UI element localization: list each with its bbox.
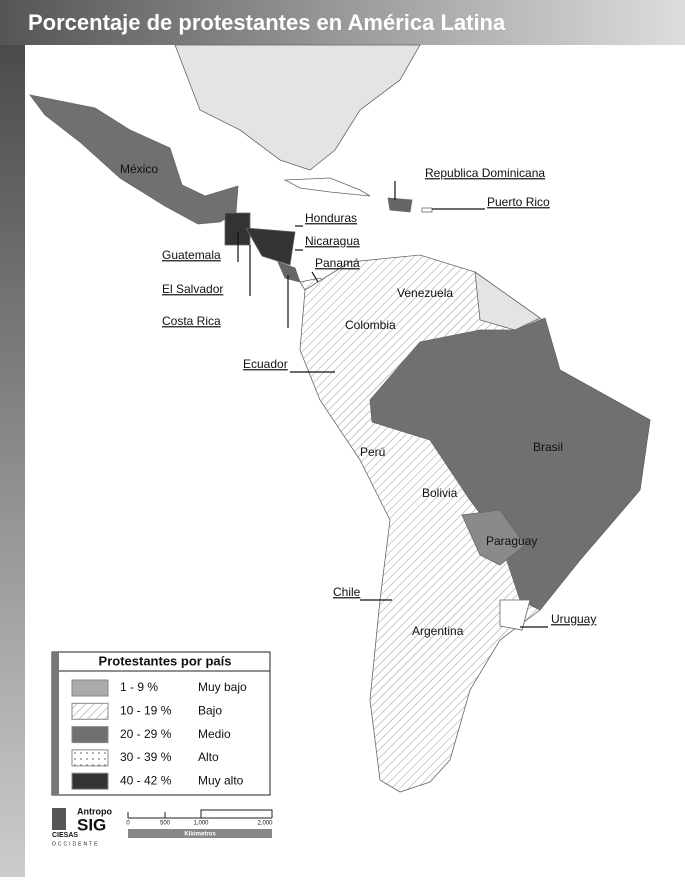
legend-strip bbox=[52, 652, 59, 795]
legend-level: Bajo bbox=[198, 703, 222, 717]
title-bar bbox=[0, 0, 685, 45]
country-label: Brasil bbox=[533, 440, 563, 454]
side-bar bbox=[0, 0, 25, 877]
legend-range: 10 - 19 % bbox=[120, 703, 172, 717]
legend-level: Medio bbox=[198, 727, 231, 741]
scale-tick: 1,000 bbox=[193, 821, 209, 827]
country-label: El Salvador bbox=[162, 282, 223, 296]
country-label: Uruguay bbox=[551, 612, 596, 626]
country-label: Perú bbox=[360, 445, 385, 459]
legend-range: 20 - 29 % bbox=[120, 727, 172, 741]
legend-swatch bbox=[71, 749, 109, 767]
country-label: Republica Dominicana bbox=[425, 166, 545, 180]
logo-brand: SIG bbox=[77, 815, 106, 834]
legend-level: Alto bbox=[198, 750, 219, 764]
map bbox=[29, 44, 651, 793]
dominican-republic bbox=[387, 197, 413, 213]
country-label: Argentina bbox=[412, 624, 464, 638]
legend bbox=[51, 651, 271, 796]
logo: Antropo SIG CIESAS OCCIDENTE bbox=[52, 806, 112, 847]
honduras-nicaragua bbox=[245, 227, 296, 266]
country-label: Costa Rica bbox=[162, 314, 221, 328]
mexico bbox=[29, 94, 239, 225]
legend-swatch bbox=[71, 702, 109, 720]
scale-tick: 0 bbox=[126, 821, 130, 827]
logo-institution: CIESAS bbox=[52, 832, 78, 839]
country-label: Venezuela bbox=[397, 286, 453, 300]
usa bbox=[174, 44, 421, 171]
legend-range: 1 - 9 % bbox=[120, 680, 158, 694]
legend-swatch bbox=[71, 772, 109, 790]
country-label: Nicaragua bbox=[305, 234, 360, 248]
scale-tick: 500 bbox=[160, 821, 171, 827]
country-label: Ecuador bbox=[243, 357, 288, 371]
paraguay bbox=[461, 509, 526, 566]
legend-range: 30 - 39 % bbox=[120, 750, 172, 764]
country-label: Colombia bbox=[345, 318, 396, 332]
puerto-rico bbox=[421, 207, 433, 213]
legend-title: Protestantes por país bbox=[99, 653, 232, 668]
country-label: Paraguay bbox=[486, 534, 537, 548]
uruguay bbox=[499, 599, 531, 631]
logo-name: Antropo bbox=[77, 806, 112, 816]
legend-swatch bbox=[71, 726, 109, 744]
legend-level: Muy bajo bbox=[198, 680, 247, 694]
country-label: Puerto Rico bbox=[487, 195, 550, 209]
country-label: Guatemala bbox=[162, 248, 221, 262]
scale-tick: 2,000 bbox=[257, 821, 273, 827]
country-label: Bolivia bbox=[422, 486, 458, 500]
logo-region: OCCIDENTE bbox=[52, 841, 99, 847]
title: Porcentaje de protestantes en América La… bbox=[28, 10, 506, 35]
country-label: Chile bbox=[333, 585, 361, 599]
scale-bar bbox=[127, 809, 273, 838]
country-label: Panamá bbox=[315, 256, 360, 270]
legend-swatch bbox=[71, 679, 109, 697]
leaders bbox=[237, 181, 548, 628]
country-label: México bbox=[120, 162, 158, 176]
scale-unit: Kilómetros bbox=[184, 832, 216, 838]
country-label: Honduras bbox=[305, 211, 357, 225]
legend-level: Muy alto bbox=[198, 773, 244, 787]
brazil bbox=[369, 317, 651, 611]
cuba bbox=[283, 177, 371, 197]
legend-range: 40 - 42 % bbox=[120, 773, 172, 787]
